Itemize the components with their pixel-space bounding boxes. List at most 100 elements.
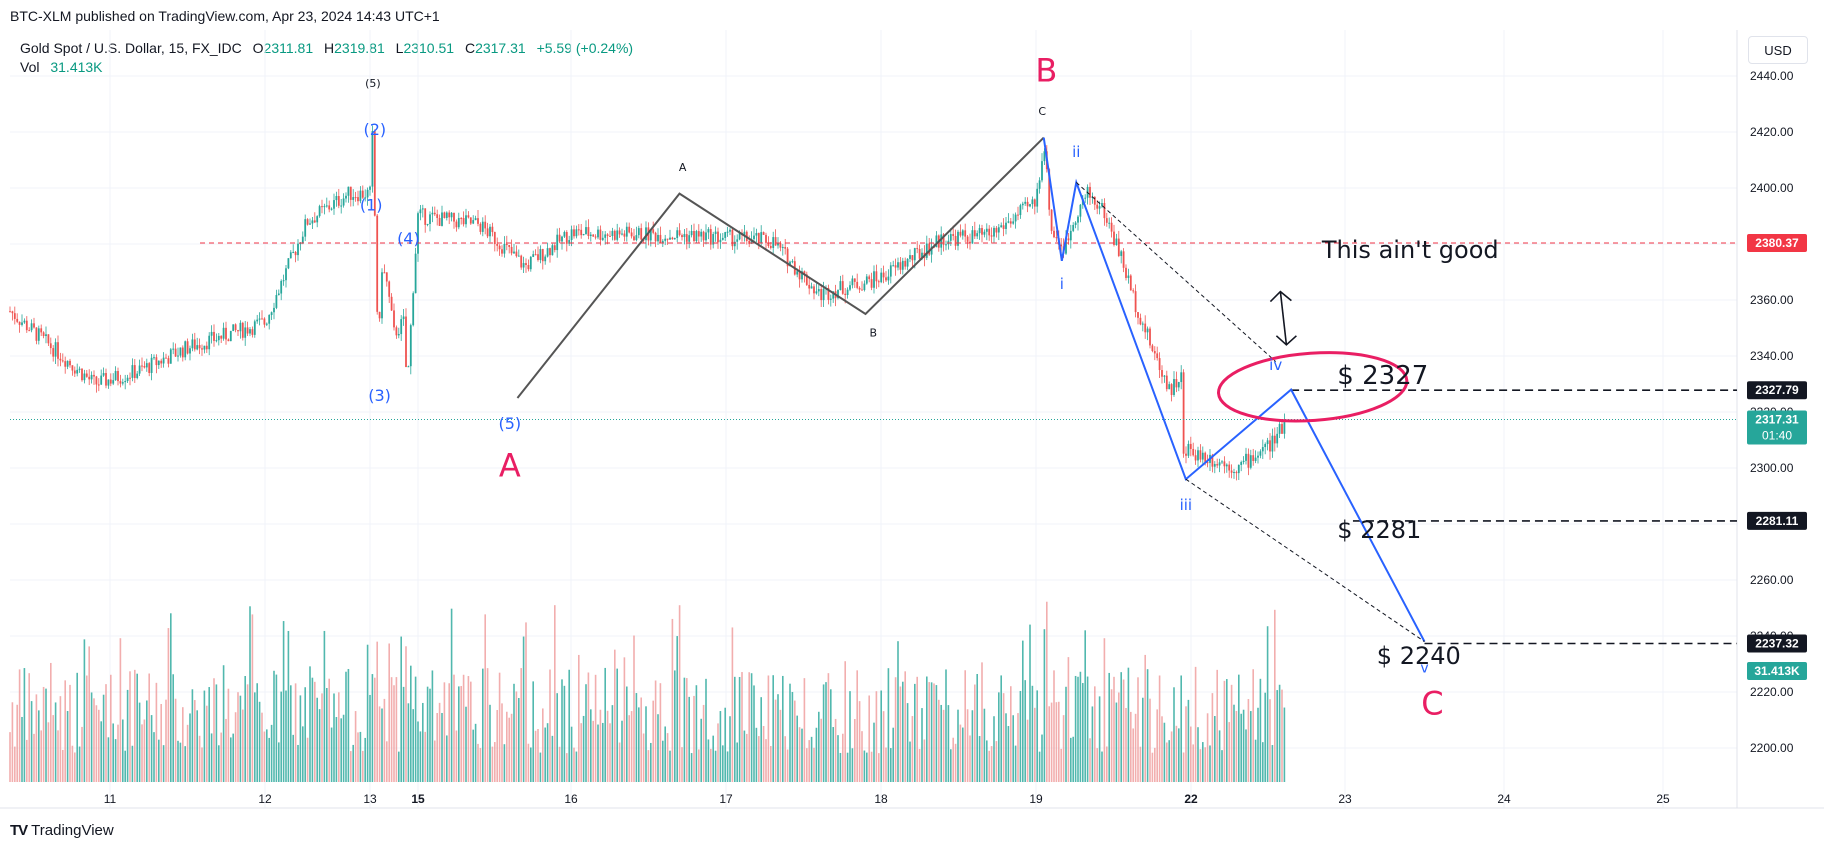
candle-body — [244, 327, 247, 338]
volume-bar — [86, 675, 88, 782]
volume-bar — [921, 708, 923, 782]
volume-bar — [431, 670, 434, 782]
tradingview-brand[interactable]: TV TradingView — [10, 822, 114, 839]
volume-bar — [184, 746, 186, 782]
candle-body — [587, 227, 590, 237]
volume-bar — [318, 709, 321, 782]
candle-body — [738, 232, 741, 240]
x-tick-label: 23 — [1338, 792, 1352, 806]
candle-body — [157, 360, 160, 366]
volume-bar — [782, 675, 784, 782]
candle-body — [942, 234, 945, 245]
candle-body — [95, 376, 98, 385]
candle-body — [481, 221, 484, 232]
candle-body — [517, 255, 520, 257]
volume-bar — [290, 685, 292, 782]
candle-body — [959, 231, 962, 236]
candle-body — [1084, 197, 1087, 199]
candle-body — [676, 230, 679, 239]
candle-body — [1021, 203, 1024, 206]
volume-bar — [455, 730, 458, 782]
volume-bar — [1151, 752, 1154, 782]
volume-bar — [556, 693, 558, 782]
volume-bar — [681, 747, 683, 782]
volume-bar — [374, 677, 376, 782]
candle-body — [1132, 290, 1135, 292]
candle-body — [875, 271, 878, 282]
volume-bar — [491, 746, 494, 782]
candle-body — [393, 310, 395, 328]
symbol-title[interactable]: Gold Spot / U.S. Dollar, 15, FX_IDC — [20, 40, 242, 56]
volume-bar — [465, 706, 467, 782]
volume-bar — [626, 686, 628, 782]
candle-body — [813, 286, 815, 294]
wave-label: $ 2240 — [1377, 642, 1461, 670]
volume-bar — [1019, 690, 1022, 782]
candle-body — [54, 342, 57, 357]
candle-body — [450, 212, 453, 218]
volume-bar — [237, 692, 239, 782]
candle-body — [148, 363, 151, 373]
candle-body — [119, 381, 122, 384]
candle-body — [429, 214, 431, 224]
volume-bar — [858, 701, 861, 782]
volume-bar — [1146, 669, 1149, 782]
candle-body — [839, 281, 842, 291]
candle-body — [237, 330, 239, 332]
volume-bar — [530, 747, 532, 782]
x-tick-label: 12 — [258, 792, 272, 806]
candle-body — [340, 205, 343, 207]
volume-bar — [287, 630, 290, 782]
volume-bar — [1214, 716, 1216, 782]
candle-body — [1009, 221, 1012, 224]
candle-body — [369, 186, 371, 190]
candle-body — [364, 197, 367, 199]
volume-bar — [266, 729, 268, 782]
candle-body — [928, 243, 931, 255]
volume-bar — [467, 676, 470, 782]
candle-body — [817, 289, 820, 292]
price-level-badge — [1747, 381, 1807, 400]
volume-bar — [102, 694, 105, 782]
volume-bar — [897, 641, 899, 782]
volume-bar — [1106, 746, 1108, 782]
candle-body — [253, 321, 256, 335]
volume-bar — [746, 733, 748, 782]
candle-body — [311, 220, 314, 224]
volume-bar — [791, 691, 794, 782]
candle-body — [455, 221, 458, 228]
volume-bar — [873, 722, 875, 782]
volume-bar — [69, 684, 71, 782]
volume-bar — [506, 711, 508, 782]
candle-body — [85, 373, 88, 377]
volume-bar — [74, 752, 76, 782]
volume-bar — [306, 737, 309, 782]
volume-bar — [201, 747, 203, 782]
candle-body — [1254, 457, 1257, 461]
abc-pattern-line — [516, 136, 1045, 399]
candle-body — [849, 285, 851, 290]
volume-bar — [981, 662, 983, 782]
volume-bar — [270, 724, 273, 782]
volume-bar — [1014, 745, 1017, 782]
candle-body — [973, 230, 976, 237]
candle-body — [1149, 328, 1151, 346]
candle-body — [1041, 161, 1043, 181]
candle-body — [1129, 275, 1132, 291]
volume-label[interactable]: Vol — [20, 59, 40, 75]
candle-body — [522, 263, 525, 268]
volume-bar — [928, 682, 930, 782]
volume-bar — [933, 683, 935, 782]
candle-body — [61, 360, 64, 362]
currency-button[interactable]: USD — [1748, 36, 1808, 64]
volume-bar — [758, 736, 760, 782]
candle-body — [911, 255, 914, 261]
candle-body — [1271, 435, 1274, 452]
volume-bar — [258, 701, 261, 782]
volume-bar — [1096, 748, 1098, 782]
volume-bar — [1074, 675, 1077, 782]
volume-bar — [525, 622, 527, 782]
volume-bar — [630, 711, 633, 782]
